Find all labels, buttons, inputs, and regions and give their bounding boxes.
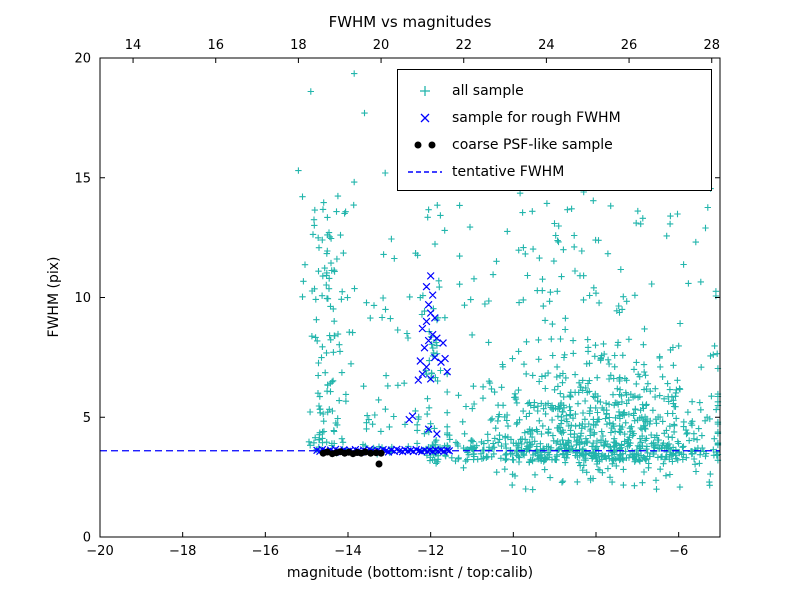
top-tick-label: 18 bbox=[290, 38, 307, 53]
top-tick-label: 20 bbox=[373, 38, 390, 53]
x-tick-label: −10 bbox=[500, 544, 527, 559]
top-tick-label: 26 bbox=[621, 38, 638, 53]
plus-marker-icon bbox=[398, 83, 452, 99]
dot-marker-icon bbox=[398, 137, 452, 153]
legend-label: tentative FWHM bbox=[452, 163, 565, 180]
top-tick-label: 16 bbox=[207, 38, 224, 53]
x-marker-icon bbox=[398, 110, 452, 126]
y-tick-label: 5 bbox=[83, 411, 91, 426]
axis-ticks bbox=[99, 57, 720, 538]
legend-item-coarse-psf: coarse PSF-like sample bbox=[398, 131, 711, 158]
y-tick-label: 0 bbox=[83, 531, 91, 546]
x-tick-label: −18 bbox=[169, 544, 196, 559]
top-tick-label: 24 bbox=[538, 38, 555, 53]
y-axis-label: FWHM (pix) bbox=[46, 256, 62, 338]
x-tick-label: −6 bbox=[669, 544, 688, 559]
x-tick-label: −20 bbox=[86, 544, 113, 559]
x-tick-label: −16 bbox=[252, 544, 279, 559]
legend-item-rough-fwhm: sample for rough FWHM bbox=[398, 104, 711, 131]
x-tick-label: −14 bbox=[334, 544, 361, 559]
top-tick-label: 14 bbox=[125, 38, 142, 53]
y-tick-label: 20 bbox=[74, 52, 91, 67]
x-tick-label: −12 bbox=[417, 544, 444, 559]
top-tick-label: 28 bbox=[703, 38, 720, 53]
y-tick-label: 15 bbox=[74, 171, 91, 186]
top-tick-label: 22 bbox=[455, 38, 472, 53]
coarse-psf-points bbox=[319, 448, 385, 468]
y-tick-label: 10 bbox=[74, 291, 91, 306]
legend-label: all sample bbox=[452, 82, 524, 99]
x-axis-label: magnitude (bottom:isnt / top:calib) bbox=[286, 565, 534, 581]
legend-item-tentative-fwhm: tentative FWHM bbox=[398, 158, 711, 185]
legend-label: sample for rough FWHM bbox=[452, 109, 621, 126]
x-tick-label: −8 bbox=[586, 544, 605, 559]
legend-label: coarse PSF-like sample bbox=[452, 136, 613, 153]
legend: all sample sample for rough FWHM coarse … bbox=[397, 69, 712, 191]
all-sample-points bbox=[295, 70, 722, 493]
dashed-line-icon bbox=[398, 164, 452, 180]
chart-title: FWHM vs magnitudes bbox=[328, 13, 492, 31]
legend-item-all-sample: all sample bbox=[398, 77, 711, 104]
